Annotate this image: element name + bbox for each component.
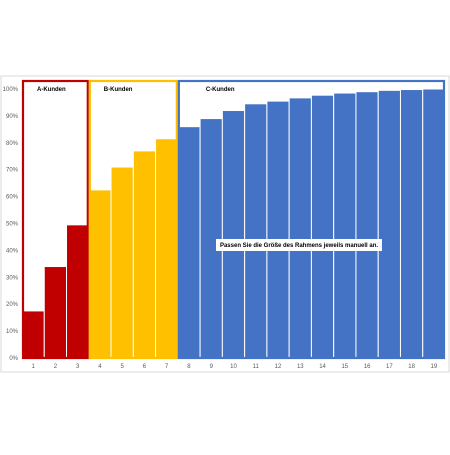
y-tick-label: 20% [6,302,19,308]
x-tick-label: 17 [386,364,393,370]
y-tick-label: 0% [9,356,18,362]
x-tick-label: 11 [253,364,260,370]
bar [422,88,446,359]
x-tick-label: 15 [341,364,348,370]
x-tick-label: 4 [98,364,102,370]
group-frame [21,79,89,360]
group-label: B-Kunden [104,87,133,93]
y-tick-label: 100% [3,87,19,93]
x-tick-label: 6 [143,364,147,370]
group-frame [177,79,446,360]
x-tick-label: 9 [210,364,214,370]
y-tick-label: 40% [6,248,19,254]
annotation-background [216,239,382,251]
bar [88,189,112,359]
group-label: C-Kunden [206,87,235,93]
bar [21,310,45,359]
bar [333,92,357,359]
y-tick-label: 30% [6,275,19,281]
bar [132,150,157,359]
y-tick-label: 10% [6,329,19,335]
annotation-layer: Passen Sie die Größe des Rahmens jeweils… [216,239,382,251]
x-tick-label: 5 [121,364,125,370]
bar [288,97,312,359]
bar [66,224,90,359]
x-tick-label: 8 [187,364,191,370]
x-tick-label: 19 [431,364,438,370]
x-tick-label: 18 [408,364,415,370]
x-tick-label: 13 [297,364,304,370]
bar [310,94,335,359]
bar [221,110,246,359]
group-frames: A-Kunden B-Kunden C-Kunden [21,79,446,360]
group-frame [88,79,178,360]
bar [177,126,201,359]
x-tick-label: 1 [31,364,35,370]
x-tick-label: 2 [54,364,58,370]
x-tick-label: 16 [364,364,371,370]
x-tick-label: 12 [275,364,282,370]
group-label: A-Kunden [37,87,66,93]
bar [43,266,68,359]
x-tick-label: 14 [319,364,326,370]
annotation-text: Passen Sie die Größe des Rahmens jeweils… [220,243,378,249]
bar [266,100,290,359]
x-tick-label: 3 [76,364,80,370]
y-tick-label: 90% [6,114,19,120]
bar [244,103,268,359]
y-tick-label: 70% [6,168,19,174]
bar [155,138,179,359]
bar [110,166,134,359]
x-tick-label: 10 [230,364,237,370]
bar [355,91,379,359]
y-tick-label: 50% [6,222,19,228]
bar [377,89,401,359]
y-tick-label: 80% [6,141,19,147]
bar [399,89,424,359]
x-tick-label: 7 [165,364,169,370]
bar [199,118,223,359]
y-tick-label: 60% [6,195,19,201]
y-axis: 0% 10% 20% 30% 40% 50% 60% 70% 80% 90% 100% [3,87,19,362]
